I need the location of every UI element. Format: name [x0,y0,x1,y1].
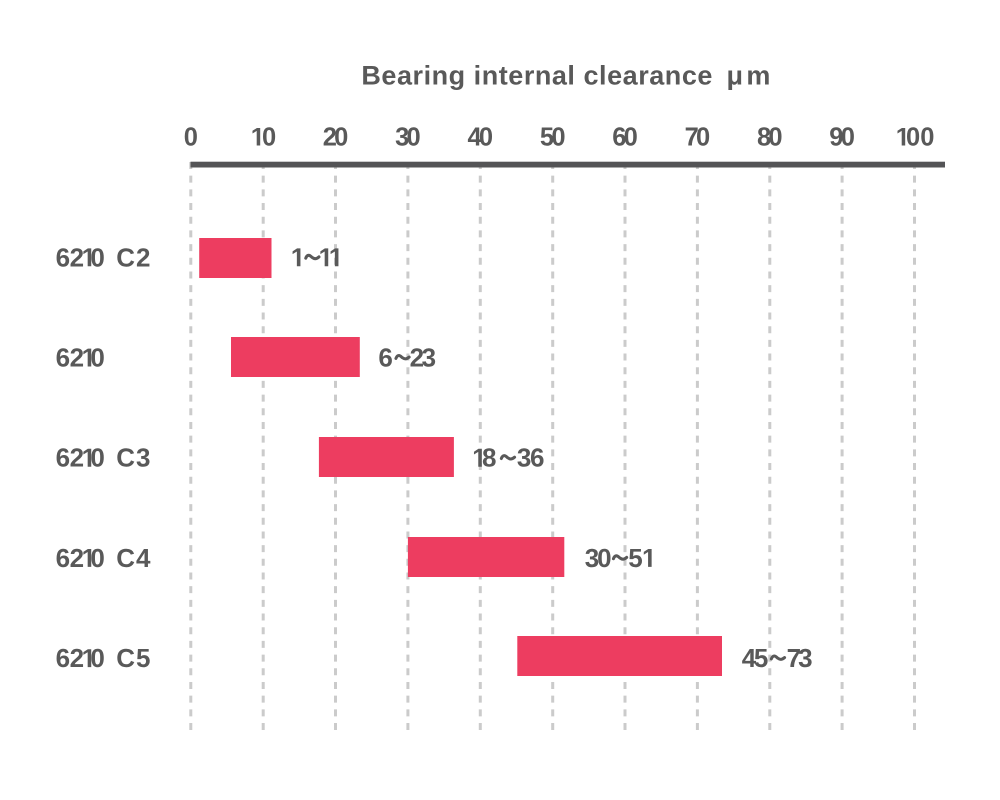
svg-text:6: 6 [56,343,70,373]
svg-text:90: 90 [829,124,855,152]
svg-text:60: 60 [612,124,638,152]
svg-text:23: 23 [410,343,437,373]
svg-text:5: 5 [628,543,642,573]
svg-text:0: 0 [184,124,198,152]
svg-text:6: 6 [56,242,70,272]
svg-text:6: 6 [56,643,70,673]
svg-text:0: 0 [90,643,104,673]
svg-text:3: 3 [136,443,150,473]
svg-text:2: 2 [70,643,84,673]
svg-text:2: 2 [70,242,84,272]
svg-text:2: 2 [136,242,150,272]
svg-text:Bearing internal clearance: Bearing internal clearance [361,60,712,90]
svg-text:0: 0 [90,443,104,473]
svg-text:30: 30 [585,543,612,573]
svg-text:6: 6 [378,343,392,373]
svg-text:5: 5 [136,643,150,673]
svg-text:70: 70 [685,124,711,152]
svg-text:2: 2 [70,543,84,573]
svg-text:50: 50 [540,124,566,152]
svg-text:C: C [116,443,135,473]
svg-text:6: 6 [56,443,70,473]
svg-text:8: 8 [482,443,496,473]
svg-text:6: 6 [56,543,70,573]
svg-text:0: 0 [262,124,276,152]
svg-text:μm: μm [727,60,774,90]
svg-text:73: 73 [787,643,813,673]
svg-text:00: 00 [906,124,934,152]
svg-text:20: 20 [323,124,349,152]
svg-text:4: 4 [136,543,151,573]
svg-text:36: 36 [517,443,545,473]
svg-text:0: 0 [90,242,104,272]
svg-text:40: 40 [468,124,494,152]
svg-text:C: C [116,643,135,673]
svg-text:45: 45 [742,643,769,673]
svg-text:2: 2 [70,443,84,473]
svg-text:30: 30 [395,124,421,152]
svg-text:C: C [116,242,135,272]
svg-text:0: 0 [90,343,104,373]
svg-text:80: 80 [757,124,783,152]
svg-text:2: 2 [70,343,84,373]
svg-text:0: 0 [90,543,104,573]
svg-text:C: C [116,543,135,573]
